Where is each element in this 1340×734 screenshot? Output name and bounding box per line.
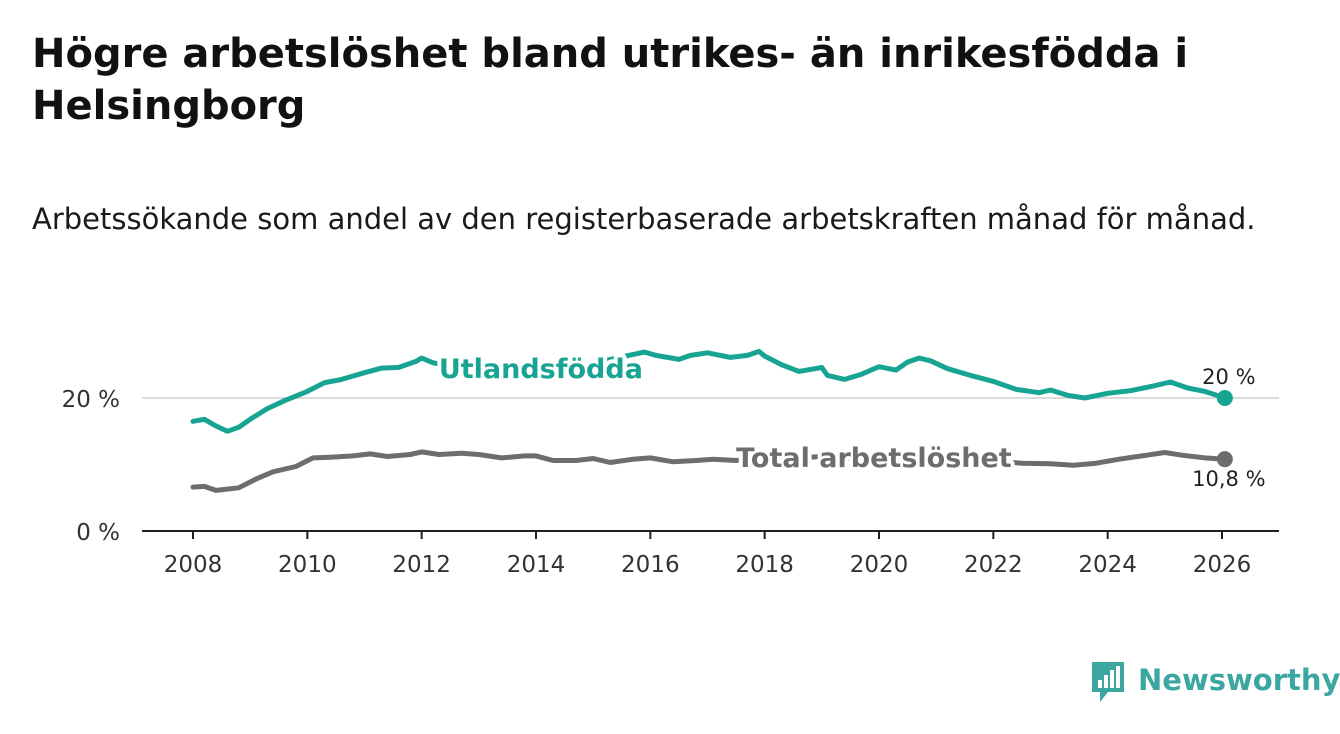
x-tick-label: 2008	[164, 552, 223, 578]
end-value-label: 10,8 %	[1192, 467, 1265, 491]
x-tick-label: 2016	[621, 552, 680, 578]
end-point-marker	[1216, 390, 1233, 406]
x-tick-label: 2024	[1078, 552, 1137, 578]
x-tick-label: 2020	[850, 552, 909, 578]
newsworthy-logo: Newsworthy	[1090, 660, 1340, 708]
x-tick-label: 2014	[507, 552, 566, 578]
chart-subtitle: Arbetssökande som andel av den registerb…	[32, 202, 1256, 236]
chart-title: Högre arbetslöshet bland utrikes- än inr…	[32, 31, 1189, 129]
end-value-label: 20 %	[1202, 365, 1255, 389]
x-ticks: 2008 2010 2012 2014 2016 2018 2020 2022 2024 2026	[164, 531, 1252, 578]
end-point-marker	[1216, 451, 1233, 468]
brand-name: Newsworthy	[1138, 663, 1340, 697]
y-tick-label: 20 %	[62, 387, 120, 413]
series-lines	[190, 348, 1228, 493]
x-tick-label: 2022	[964, 552, 1023, 578]
series-labels: Utlandsfödda Total arbetslöshet	[435, 350, 1016, 478]
series-label: Utlandsfödda	[439, 354, 643, 385]
series-line-1	[190, 449, 1228, 493]
x-tick-label: 2026	[1193, 552, 1252, 578]
y-tick-label: 0 %	[76, 520, 120, 546]
y-tick-labels: 0 % 20 %	[62, 387, 120, 546]
x-tick-label: 2010	[278, 552, 337, 578]
x-tick-label: 2018	[735, 552, 794, 578]
end-points: 20 % 10,8 %	[1192, 365, 1265, 491]
newsworthy-logo-icon	[1092, 662, 1124, 702]
x-tick-label: 2012	[392, 552, 451, 578]
series-label: Total arbetslöshet	[736, 443, 1012, 474]
series-line-0	[190, 348, 1228, 434]
